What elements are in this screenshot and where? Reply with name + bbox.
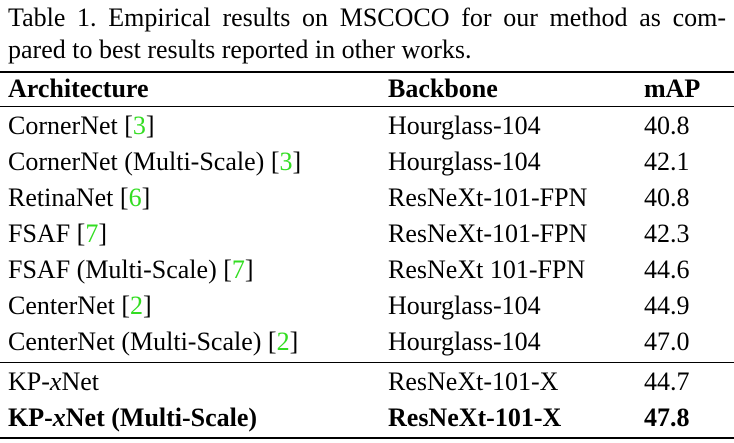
citation-link[interactable]: 2 [276,327,290,356]
architecture-cell: KP-xNet (Multi-Scale) [8,400,257,436]
architecture-cell: RetinaNet [6] [8,183,151,212]
citation-link[interactable]: 2 [130,291,144,320]
citation-link[interactable]: 7 [85,219,99,248]
table-row-ours-best: KP-xNet (Multi-Scale) ResNeXt-101-X 47.8 [0,400,734,436]
citation-link[interactable]: 6 [128,183,142,212]
architecture-name: CornerNet (Multi-Scale) [8,147,265,176]
architecture-cell: CenterNet (Multi-Scale) [2] [8,327,299,356]
architecture-name: CenterNet (Multi-Scale) [8,327,262,356]
architecture-suffix: Net (Multi-Scale) [65,403,258,432]
citation-link[interactable]: 3 [279,147,293,176]
header-rule [0,106,734,107]
map-cell: 44.6 [644,255,690,284]
map-cell: 44.7 [644,367,690,396]
table-row: CornerNet [3] Hourglass-104 40.8 [0,108,734,144]
architecture-name: RetinaNet [8,183,114,212]
top-rule [0,71,734,73]
table-row: CornerNet (Multi-Scale) [3] Hourglass-10… [0,144,734,180]
architecture-name: CenterNet [8,291,115,320]
backbone-cell: ResNeXt 101-FPN [388,255,586,284]
architecture-cell: CornerNet (Multi-Scale) [3] [8,147,302,176]
header-architecture: Architecture [8,74,149,103]
architecture-cell: FSAF (Multi-Scale) [7] [8,255,254,284]
table-row: FSAF (Multi-Scale) [7] ResNeXt 101-FPN 4… [0,252,734,288]
header-backbone: Backbone [388,74,498,103]
caption-line-1: Table 1. Empirical results on MSCOCO for… [8,3,726,32]
table-header-row: Architecture Backbone mAP [0,71,734,107]
table-row: FSAF [7] ResNeXt-101-FPN 42.3 [0,216,734,252]
table-row: RetinaNet [6] ResNeXt-101-FPN 40.8 [0,180,734,216]
backbone-cell: Hourglass-104 [388,291,541,320]
architecture-name: FSAF (Multi-Scale) [8,255,217,284]
backbone-cell: ResNeXt-101-FPN [388,219,588,248]
backbone-cell: ResNeXt-101-X [388,367,559,396]
citation-link[interactable]: 7 [231,255,245,284]
architecture-variable: x [52,403,66,432]
caption-line-2: pared to best results reported in other … [8,35,472,64]
table-row: CenterNet [2] Hourglass-104 44.9 [0,288,734,324]
backbone-cell: Hourglass-104 [388,111,541,140]
map-cell: 40.8 [644,111,690,140]
architecture-prefix: KP- [8,403,53,432]
backbone-cell: ResNeXt-101-FPN [388,183,588,212]
architecture-cell: CornerNet [3] [8,111,155,140]
map-cell: 47.0 [644,327,690,356]
architecture-prefix: KP- [8,367,50,396]
architecture-variable: x [49,367,62,396]
citation-link[interactable]: 3 [132,111,146,140]
header-map: mAP [644,74,701,103]
backbone-cell: Hourglass-104 [388,327,541,356]
backbone-cell: ResNeXt-101-X [388,403,562,432]
architecture-cell: KP-xNet [8,364,99,400]
architecture-cell: FSAF [7] [8,219,107,248]
map-cell: 42.1 [644,147,690,176]
map-cell: 47.8 [644,403,690,432]
architecture-cell: CenterNet [2] [8,291,152,320]
map-cell: 40.8 [644,183,690,212]
table-row: CenterNet (Multi-Scale) [2] Hourglass-10… [0,324,734,360]
map-cell: 44.9 [644,291,690,320]
table-row-ours: KP-xNet ResNeXt-101-X 44.7 [0,364,734,400]
table-caption: Table 1. Empirical results on MSCOCO for… [8,2,726,66]
architecture-suffix: Net [61,367,99,396]
section-rule [0,362,734,363]
bottom-rule [0,437,734,439]
architecture-name: CornerNet [8,111,118,140]
architecture-name: FSAF [8,219,71,248]
backbone-cell: Hourglass-104 [388,147,541,176]
map-cell: 42.3 [644,219,690,248]
